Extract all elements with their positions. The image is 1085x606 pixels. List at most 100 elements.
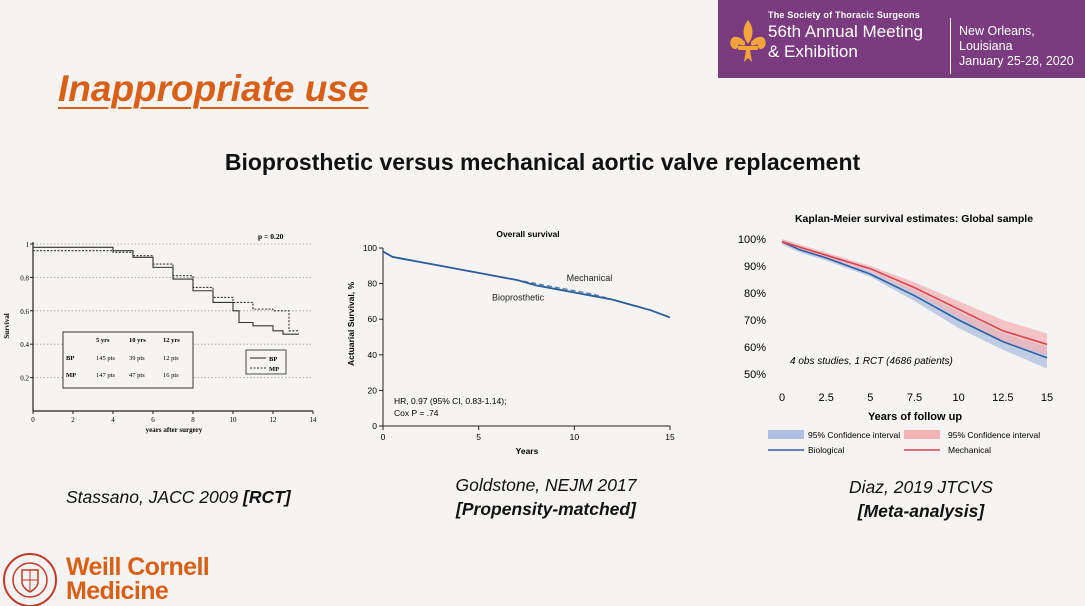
- y-tick-label: 50%: [744, 369, 766, 381]
- x-tick-label: 12.5: [992, 392, 1013, 404]
- caption-diaz-type: [Meta-analysis]: [857, 501, 985, 521]
- meeting-city: New Orleans, Louisiana: [959, 24, 1035, 53]
- diaz-km-chart: Kaplan-Meier survival estimates: Global …: [738, 213, 1053, 455]
- y-tick-label: 90%: [744, 261, 766, 273]
- wcm-line-1: Weill Cornell: [66, 553, 210, 581]
- y-tick-label: 100%: [738, 234, 766, 246]
- y-tick-label: 0.6: [20, 308, 29, 316]
- y-tick-label: 80: [368, 279, 378, 289]
- studies-annotation: 4 obs studies, 1 RCT (4686 patients): [790, 356, 953, 367]
- hr-annotation: HR, 0.97 (95% CI, 0.83-1.14);: [394, 396, 506, 406]
- y-axis-label: Actuarial Survival, %: [346, 282, 356, 367]
- y-axis-label: Survival: [3, 313, 11, 338]
- table-cell: BP: [66, 355, 74, 362]
- x-tick-label: 5: [476, 432, 481, 442]
- table-cell: 39 pts: [129, 355, 145, 362]
- table-cell: 147 pts: [96, 372, 115, 379]
- x-tick-label: 8: [191, 416, 195, 424]
- table-cell: MP: [66, 372, 76, 379]
- cox-annotation: Cox P = .74: [394, 408, 439, 418]
- x-tick-label: 4: [111, 416, 115, 424]
- x-tick-label: 0: [31, 416, 35, 424]
- series-line-bp: [33, 246, 299, 335]
- slide-subtitle: Bioprosthetic versus mechanical aortic v…: [224, 149, 861, 175]
- y-tick-label: 60%: [744, 342, 766, 354]
- caption-stassano: Stassano, JACC 2009 [RCT]: [66, 487, 291, 508]
- table-header: 10 yrs: [129, 337, 146, 344]
- caption-stassano-text: Stassano, JACC 2009: [66, 487, 244, 507]
- x-axis-label: Years of follow up: [868, 411, 962, 423]
- y-tick-label: 20: [368, 385, 378, 395]
- meeting-dates: January 25-28, 2020: [959, 54, 1074, 68]
- series-line-biological: [781, 240, 1048, 359]
- y-tick-label: 40: [368, 350, 378, 360]
- y-tick-label: 0.2: [20, 375, 29, 383]
- y-tick-label: 0: [372, 421, 377, 431]
- x-tick-label: 12: [270, 416, 278, 424]
- wcm-line-2: Medicine: [66, 577, 169, 605]
- table-cell: 12 pts: [163, 355, 179, 362]
- fleur-de-lis-icon: [730, 20, 766, 62]
- series-label-mechanical: Mechanical: [567, 273, 613, 283]
- x-tick-label: 2: [71, 416, 75, 424]
- x-tick-label: 2.5: [819, 392, 834, 404]
- legend-label: 95% Confidence interval: [808, 430, 900, 440]
- y-tick-label: 80%: [744, 288, 766, 300]
- x-axis-label: Years: [516, 446, 539, 456]
- meeting-line-2: & Exhibition: [768, 42, 858, 61]
- meeting-name: 56th Annual Meeting & Exhibition: [768, 22, 923, 62]
- table-cell: 16 pts: [163, 372, 179, 379]
- y-tick-label: 1: [26, 241, 30, 249]
- legend-swatch-ci-mechanical: [904, 430, 940, 439]
- stassano-survival-chart: p = 0.20 Survival years after surgery 0.…: [3, 232, 317, 434]
- table-header: 5 yrs: [96, 337, 110, 344]
- weill-cornell-seal-icon: [3, 553, 57, 606]
- x-axis-label: years after surgery: [146, 426, 203, 434]
- y-tick-label: 0.4: [20, 341, 29, 349]
- x-tick-label: 7.5: [907, 392, 922, 404]
- slide-title: Inappropriate use: [58, 68, 369, 109]
- series-line-mechanical: [781, 240, 1048, 346]
- ci-band-mechanical: [782, 239, 1047, 356]
- meeting-location: New Orleans, Louisiana January 25-28, 20…: [959, 24, 1085, 69]
- caption-diaz: Diaz, 2019 JTCVS [Meta-analysis]: [826, 475, 1016, 523]
- patients-at-risk-table: [62, 331, 194, 389]
- caption-stassano-type: [RCT]: [243, 487, 291, 507]
- goldstone-survival-chart: Overall survival Actuarial Survival, % Y…: [346, 229, 675, 456]
- legend-label: Biological: [808, 445, 844, 455]
- sts-banner: The Society of Thoracic Surgeons 56th An…: [718, 0, 1085, 78]
- y-tick-label: 0.8: [20, 274, 29, 282]
- legend-label: Mechanical: [948, 445, 991, 455]
- x-tick-label: 0: [779, 392, 785, 404]
- society-name: The Society of Thoracic Surgeons: [768, 10, 920, 20]
- chart-title: Kaplan-Meier survival estimates: Global …: [795, 213, 1033, 225]
- series-line-mp: [33, 250, 299, 332]
- y-tick-label: 70%: [744, 315, 766, 327]
- y-tick-label: 100: [363, 243, 377, 253]
- x-tick-label: 6: [151, 416, 155, 424]
- series-label-bioprosthetic: Bioprosthetic: [492, 293, 545, 303]
- ci-band-biological: [782, 239, 1047, 369]
- banner-divider: [950, 18, 951, 74]
- legend-label: 95% Confidence interval: [948, 430, 1040, 440]
- x-tick-label: 10: [953, 392, 965, 404]
- caption-goldstone: Goldstone, NEJM 2017 [Propensity-matched…: [446, 473, 646, 521]
- legend-swatch-ci-biological: [768, 430, 804, 439]
- series-line-mechanical: [382, 250, 671, 319]
- x-tick-label: 0: [381, 432, 386, 442]
- x-tick-label: 10: [230, 416, 238, 424]
- table-cell: 47 pts: [129, 372, 145, 379]
- series-line-bioprosthetic: [382, 250, 671, 319]
- caption-diaz-text: Diaz, 2019 JTCVS: [849, 477, 993, 497]
- legend-label: MP: [269, 366, 279, 373]
- meeting-line-1: 56th Annual Meeting: [768, 22, 924, 41]
- wcm-wordmark: Weill Cornell Medicine: [66, 553, 210, 605]
- legend-label: BP: [269, 356, 277, 363]
- table-header: 12 yrs: [163, 337, 180, 344]
- table-cell: 145 pts: [96, 355, 115, 362]
- p-value-annotation: p = 0.20: [258, 232, 284, 241]
- x-tick-label: 15: [1041, 392, 1053, 404]
- x-tick-label: 10: [570, 432, 580, 442]
- caption-goldstone-type: [Propensity-matched]: [456, 499, 636, 519]
- legend-box: [245, 349, 287, 375]
